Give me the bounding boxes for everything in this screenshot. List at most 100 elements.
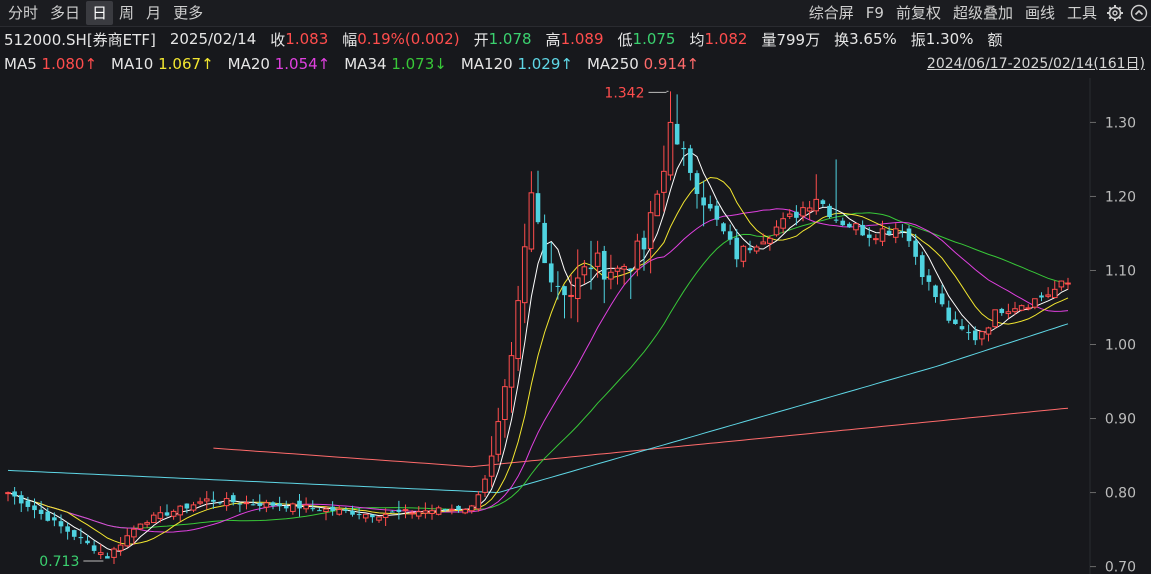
candle-body (1051, 288, 1058, 299)
candle-body (926, 275, 932, 282)
candle-body (628, 268, 634, 271)
candle-body (422, 510, 429, 514)
candle-body (535, 193, 541, 223)
candle-body (1012, 308, 1018, 313)
candle-body (376, 516, 382, 521)
tab-monthly[interactable]: 月 (146, 4, 162, 22)
candle-body (1045, 294, 1051, 297)
candle-body (356, 514, 362, 516)
candle-body (223, 498, 230, 507)
candlestick-chart[interactable]: 1.30 1.20 1.10 1.00 0.90 0.80 0.70 1.342 0.713 (0, 78, 1151, 574)
candle-body (38, 509, 44, 514)
candle-body (773, 226, 780, 236)
candle-body (270, 502, 276, 506)
candle-body (614, 267, 621, 272)
gear-icon[interactable] (1103, 1, 1127, 25)
candle-body (263, 502, 270, 508)
candle-body (959, 326, 965, 330)
candle-body (350, 510, 355, 515)
tab-daily[interactable]: 日 (86, 1, 114, 25)
ma34-label: MA34 (344, 55, 387, 73)
candle-body (528, 192, 535, 250)
tab-intraday[interactable]: 分时 (8, 4, 39, 22)
candle-body (786, 213, 793, 217)
candle-body (601, 250, 607, 280)
candle-body (688, 148, 693, 173)
candle-body (581, 266, 588, 276)
forward-adjust-button[interactable]: 前复权 (895, 4, 941, 22)
y-tick-label: 1.30 (1105, 115, 1136, 131)
toolbar-actions: 综合屏 F9 前复权 超级叠加 画线 工具 (803, 0, 1151, 26)
high-label: 高 (545, 30, 561, 49)
chevron-up-circle-icon[interactable] (1127, 1, 1151, 25)
candle-body (1025, 307, 1032, 310)
close-label: 收 (270, 30, 286, 49)
candle-body (827, 205, 832, 218)
candle-body (502, 386, 508, 421)
ma10-label: MA10 (111, 55, 154, 73)
composite-screen-button[interactable]: 综合屏 (808, 4, 854, 22)
candle-body (462, 508, 468, 514)
candle-body (933, 285, 938, 298)
candle-body (203, 498, 210, 502)
candle-body (562, 286, 567, 296)
candle-body (211, 499, 216, 502)
y-tick-label: 1.20 (1105, 189, 1136, 205)
f9-button[interactable]: F9 (865, 4, 884, 22)
candle-body (953, 319, 958, 324)
candle-body (283, 506, 289, 509)
candle-body (707, 203, 713, 209)
candle-body (435, 507, 442, 515)
candle-body (250, 504, 256, 506)
candle-body (58, 521, 64, 527)
candle-body (913, 240, 918, 257)
turnover-label: 换 (834, 30, 850, 49)
candle-body (65, 526, 70, 532)
ma120-label: MA120 (460, 55, 513, 73)
candle-body (847, 223, 852, 228)
amount-label: 额 (987, 30, 1003, 49)
candle-body (18, 495, 24, 504)
candle-body (866, 234, 872, 238)
period-tabs: 分时 多日 日 周 月 更多 (2, 0, 209, 26)
ma20-line (7, 208, 1069, 533)
candle-body (389, 511, 395, 513)
low-label: 低 (617, 30, 633, 49)
candle-body (992, 309, 998, 328)
candle-body (290, 503, 296, 512)
candle-body (144, 522, 150, 525)
candle-body (12, 491, 17, 497)
tools-button[interactable]: 工具 (1066, 4, 1097, 22)
candle-body (820, 200, 826, 205)
candle-body (548, 263, 554, 283)
candle-body (370, 514, 375, 518)
tab-more[interactable]: 更多 (173, 4, 204, 22)
candle-body (488, 455, 495, 477)
date-range-dropdown[interactable]: 2024/06/17-2025/02/14(161日) (926, 56, 1145, 72)
candle-body (85, 540, 90, 544)
candle-body (919, 255, 925, 278)
candle-body (343, 509, 349, 511)
super-overlay-button[interactable]: 超级叠加 (952, 4, 1013, 22)
candle-body (297, 500, 302, 509)
candle-body (303, 504, 309, 510)
candle-body (117, 544, 124, 551)
candle-body (217, 502, 223, 504)
candle-body (594, 252, 601, 267)
candle-body (794, 211, 799, 218)
candle-body (813, 198, 820, 212)
candle-body (873, 238, 879, 241)
candle-body (654, 193, 661, 217)
open-value: 1.078 (488, 30, 532, 48)
candle-body (999, 308, 1005, 314)
draw-line-button[interactable]: 画线 (1024, 4, 1055, 22)
candle-body (906, 228, 912, 242)
candle-body (52, 517, 57, 521)
candle-body (661, 170, 667, 193)
candle-body (588, 267, 594, 270)
candle-body (840, 220, 846, 226)
tab-multi-day[interactable]: 多日 (50, 4, 81, 22)
candle-body (124, 535, 131, 547)
tab-weekly[interactable]: 周 (119, 4, 135, 22)
candle-body (402, 509, 409, 512)
